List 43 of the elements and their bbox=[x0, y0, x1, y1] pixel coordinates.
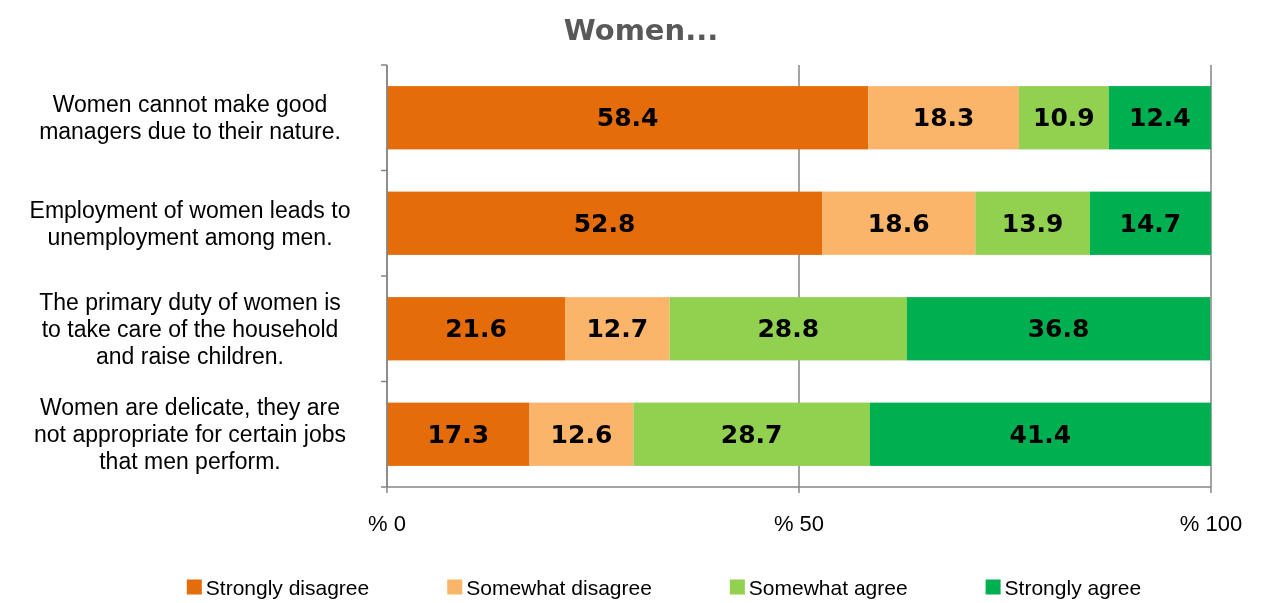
data-label: 14.7 bbox=[1119, 208, 1182, 238]
bar bbox=[633, 402, 870, 466]
bar bbox=[387, 86, 869, 150]
bar bbox=[387, 191, 823, 255]
legend-label: Somewhat agree bbox=[748, 575, 908, 599]
data-label: 12.4 bbox=[1129, 103, 1191, 133]
bar bbox=[669, 297, 907, 361]
y-tick-label: Women cannot make good managers due to their nature. bbox=[39, 91, 341, 145]
bar bbox=[387, 297, 565, 361]
data-label: 41.4 bbox=[1009, 419, 1072, 449]
bar bbox=[868, 86, 1020, 150]
data-label: 28.8 bbox=[757, 314, 820, 344]
x-tick-label: % 50 bbox=[773, 510, 825, 536]
legend-label: Somewhat disagree bbox=[466, 575, 652, 599]
legend-label: Strongly agree bbox=[1004, 575, 1142, 599]
bar bbox=[869, 402, 1211, 466]
bar bbox=[564, 297, 670, 361]
bar bbox=[975, 191, 1090, 255]
data-label: 17.3 bbox=[427, 419, 490, 449]
data-label: 28.7 bbox=[720, 419, 783, 449]
data-label: 18.3 bbox=[912, 103, 975, 133]
data-label: 12.6 bbox=[550, 419, 613, 449]
data-label: 21.6 bbox=[445, 314, 507, 344]
x-tick-label: % 0 bbox=[368, 510, 406, 536]
bar bbox=[822, 191, 976, 255]
y-tick-label: Employment of women leads to unemployment among men. bbox=[29, 196, 351, 250]
bar bbox=[1108, 86, 1211, 150]
y-tick-label: Women are delicate, they are not appropriate for certain jobs that men perform. bbox=[34, 394, 346, 475]
bar bbox=[1089, 191, 1211, 255]
legend-label: Strongly disagree bbox=[205, 575, 370, 599]
data-label: 10.9 bbox=[1033, 103, 1095, 133]
data-label: 52.8 bbox=[573, 208, 636, 238]
chart-title: Women... bbox=[563, 13, 719, 47]
y-tick-label: The primary duty of women is to take care of the household and raise children. bbox=[39, 288, 341, 369]
data-label: 18.6 bbox=[867, 208, 930, 238]
data-label: 13.9 bbox=[1001, 208, 1064, 238]
bar bbox=[906, 297, 1211, 361]
bar bbox=[529, 402, 634, 466]
data-label: 58.4 bbox=[596, 103, 659, 133]
bar bbox=[387, 402, 530, 466]
data-label: 12.7 bbox=[586, 314, 649, 344]
data-label: 36.8 bbox=[1027, 314, 1090, 344]
x-tick-label: % 100 bbox=[1179, 510, 1243, 536]
